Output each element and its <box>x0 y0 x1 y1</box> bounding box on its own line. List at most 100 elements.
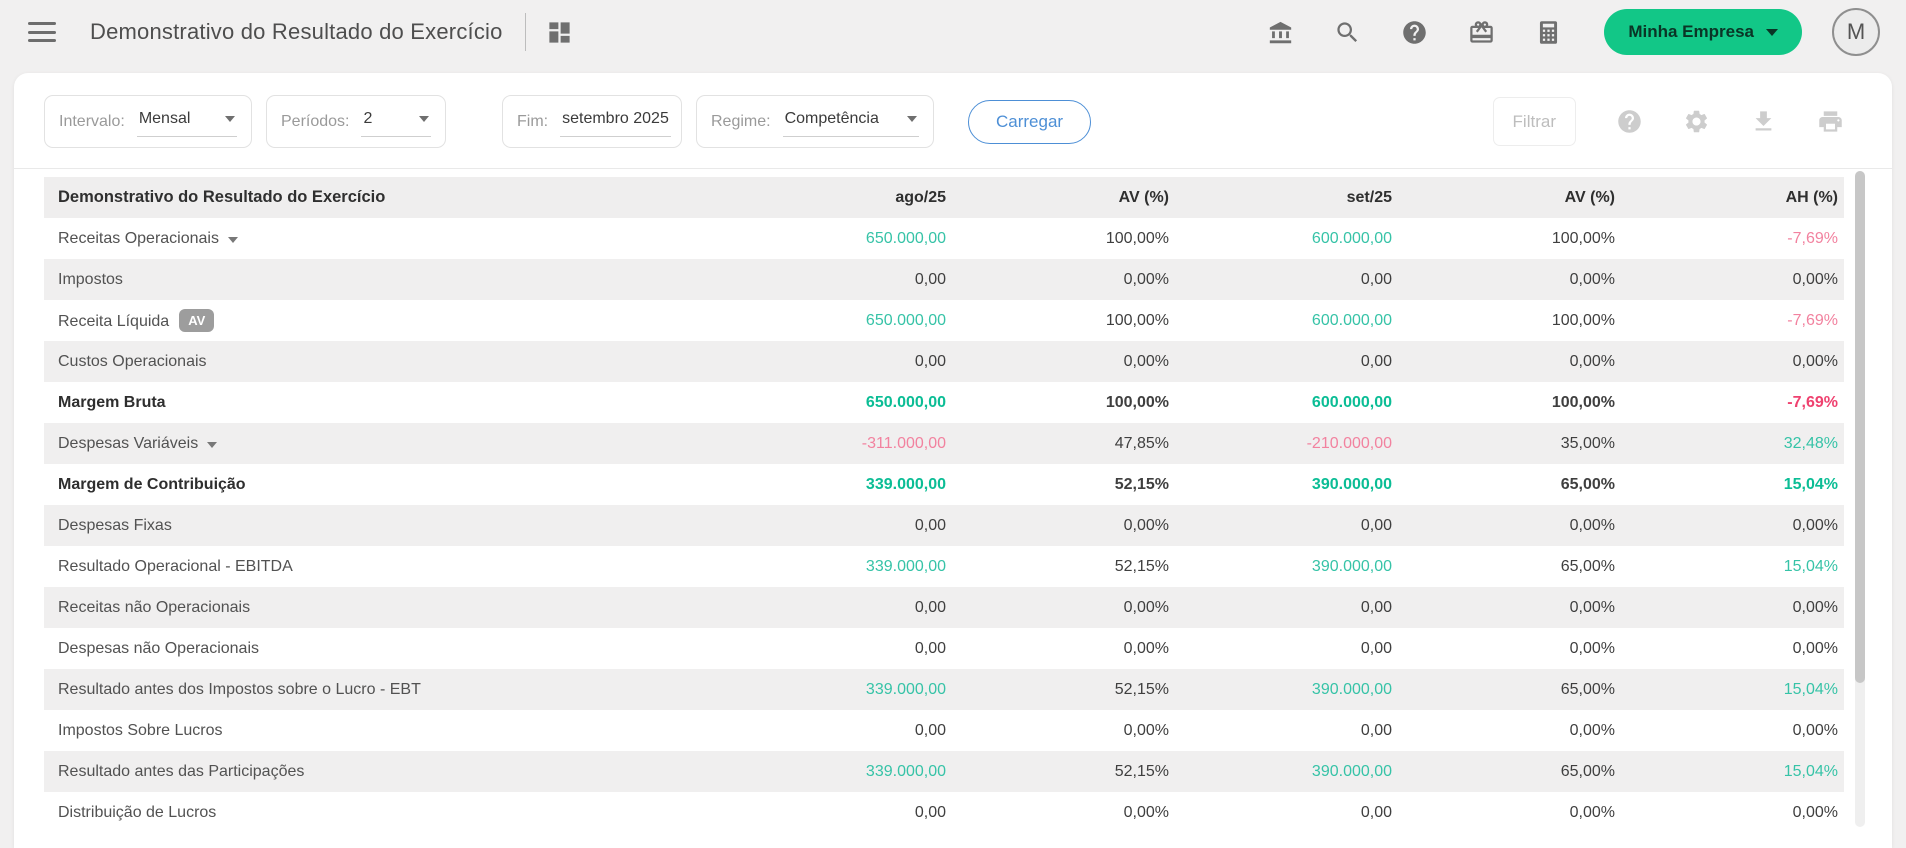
interval-label: Intervalo: <box>59 112 125 130</box>
expand-caret-icon[interactable] <box>207 441 218 448</box>
bank-icon[interactable] <box>1267 19 1294 46</box>
cell-value: 100,00% <box>1105 393 1169 411</box>
cell-value: 100,00% <box>1105 229 1169 247</box>
regime-select[interactable]: Regime: Competência <box>696 95 934 148</box>
topbar: Demonstrativo do Resultado do Exercício … <box>0 0 1906 64</box>
chevron-down-icon <box>907 115 917 122</box>
cell-value: 0,00% <box>1792 721 1838 739</box>
cell-value: 52,15% <box>1114 475 1169 493</box>
row-label: Resultado antes dos Impostos sobre o Luc… <box>58 680 421 698</box>
chevron-down-icon <box>225 115 235 122</box>
download-icon[interactable] <box>1750 108 1777 135</box>
cell-value: 0,00 <box>914 639 946 657</box>
table-title: Demonstrativo do Resultado do Exercício <box>58 188 386 206</box>
cell-value: 339.000,00 <box>865 680 946 698</box>
cell-value: 0,00% <box>1792 516 1838 534</box>
cell-value: 52,15% <box>1114 557 1169 575</box>
row-label-cell: Resultado antes dos Impostos sobre o Luc… <box>44 669 729 710</box>
cell-value: 0,00% <box>1569 598 1615 616</box>
row-label-cell[interactable]: Receitas Operacionais <box>44 218 729 259</box>
table-row: Despesas Variáveis -311.000,00 47,85% -210.… <box>44 423 1844 464</box>
row-label-cell: Receitas não Operacionais <box>44 587 729 628</box>
row-label: Resultado antes das Participações <box>58 762 305 780</box>
dashboard-icon[interactable] <box>546 19 573 46</box>
cell-value: 100,00% <box>1105 311 1169 329</box>
cell-value: 0,00 <box>914 270 946 288</box>
table-row: Impostos 0,00 0,00% 0,00 0,00% 0,00% <box>44 259 1844 300</box>
gift-icon[interactable] <box>1468 19 1495 46</box>
interval-select[interactable]: Intervalo: Mensal <box>44 95 252 148</box>
column-header: AV (%) <box>1118 188 1169 206</box>
load-button[interactable]: Carregar <box>968 99 1092 144</box>
cell-value: 0,00% <box>1792 803 1838 821</box>
row-label: Margem de Contribuição <box>58 475 246 493</box>
cell-value: 0,00 <box>914 803 946 821</box>
row-label-cell: Custos Operacionais <box>44 341 729 382</box>
cell-value: 100,00% <box>1551 393 1615 411</box>
cell-value: 0,00% <box>1569 516 1615 534</box>
cell-value: 52,15% <box>1114 680 1169 698</box>
cell-value: -7,69% <box>1787 311 1838 329</box>
content-card: Intervalo: Mensal Períodos: 2 Fim: setem… <box>14 73 1892 848</box>
column-header: set/25 <box>1346 188 1392 206</box>
cell-value: 650.000,00 <box>865 311 946 329</box>
periods-select[interactable]: Períodos: 2 <box>266 95 446 148</box>
cell-value: 35,00% <box>1560 434 1615 452</box>
print-icon[interactable] <box>1817 108 1844 135</box>
interval-value: Mensal <box>138 109 191 127</box>
search-icon[interactable] <box>1334 19 1361 46</box>
row-label: Impostos Sobre Lucros <box>58 721 223 739</box>
cell-value: 390.000,00 <box>1311 680 1392 698</box>
cell-value: 390.000,00 <box>1311 475 1392 493</box>
calculator-icon[interactable] <box>1535 19 1562 46</box>
row-label: Distribuição de Lucros <box>58 803 217 821</box>
end-date-field[interactable]: Fim: setembro 2025 <box>502 95 682 148</box>
cell-value: 0,00% <box>1792 352 1838 370</box>
cell-value: 600.000,00 <box>1311 229 1392 247</box>
table-row: Margem Bruta 650.000,00 100,00% 600.000,00 1… <box>44 382 1844 423</box>
cell-value: 100,00% <box>1551 229 1615 247</box>
cell-value: 0,00 <box>1360 516 1392 534</box>
filter-button[interactable]: Filtrar <box>1492 97 1576 146</box>
row-label: Receitas Operacionais <box>58 229 219 247</box>
cell-value: 0,00 <box>914 598 946 616</box>
row-label: Despesas Fixas <box>58 516 172 534</box>
cell-value: -210.000,00 <box>1306 434 1392 452</box>
scrollbar-track[interactable] <box>1855 171 1865 827</box>
cell-value: 32,48% <box>1783 434 1838 452</box>
row-label-cell: Receita Líquida AV <box>44 300 729 341</box>
cell-value: -7,69% <box>1787 229 1838 247</box>
company-selector-button[interactable]: Minha Empresa <box>1604 9 1802 55</box>
row-label: Receitas não Operacionais <box>58 598 251 616</box>
help-icon[interactable] <box>1616 108 1643 135</box>
dre-rows: Receitas Operacionais 650.000,00 100,00% 60… <box>44 218 1844 833</box>
periods-label: Períodos: <box>281 112 350 130</box>
scrollbar-thumb[interactable] <box>1855 171 1865 683</box>
cell-value: 0,00% <box>1792 270 1838 288</box>
menu-icon[interactable] <box>28 22 56 42</box>
cell-value: 650.000,00 <box>865 393 946 411</box>
expand-caret-icon[interactable] <box>227 236 238 243</box>
cell-value: 100,00% <box>1551 311 1615 329</box>
cell-value: 0,00% <box>1123 803 1169 821</box>
settings-icon[interactable] <box>1683 108 1710 135</box>
av-badge: AV <box>179 309 215 332</box>
column-header: AV (%) <box>1564 188 1615 206</box>
cell-value: 390.000,00 <box>1311 762 1392 780</box>
table-row: Receitas Operacionais 650.000,00 100,00% 60… <box>44 218 1844 259</box>
dre-table: Demonstrativo do Resultado do Exercício … <box>44 177 1844 833</box>
cell-value: 0,00% <box>1569 270 1615 288</box>
cell-value: 65,00% <box>1560 557 1615 575</box>
cell-value: 65,00% <box>1560 475 1615 493</box>
cell-value: 15,04% <box>1783 475 1838 493</box>
cell-value: 15,04% <box>1783 557 1838 575</box>
column-header: AH (%) <box>1785 188 1838 206</box>
table-row: Resultado Operacional - EBITDA 339.000,00… <box>44 546 1844 587</box>
avatar[interactable]: M <box>1832 8 1880 56</box>
help-icon[interactable] <box>1401 19 1428 46</box>
cell-value: 339.000,00 <box>865 762 946 780</box>
row-label-cell[interactable]: Despesas Variáveis <box>44 423 729 464</box>
row-label-cell: Impostos <box>44 259 729 300</box>
cell-value: 0,00% <box>1123 270 1169 288</box>
cell-value: 0,00 <box>1360 721 1392 739</box>
